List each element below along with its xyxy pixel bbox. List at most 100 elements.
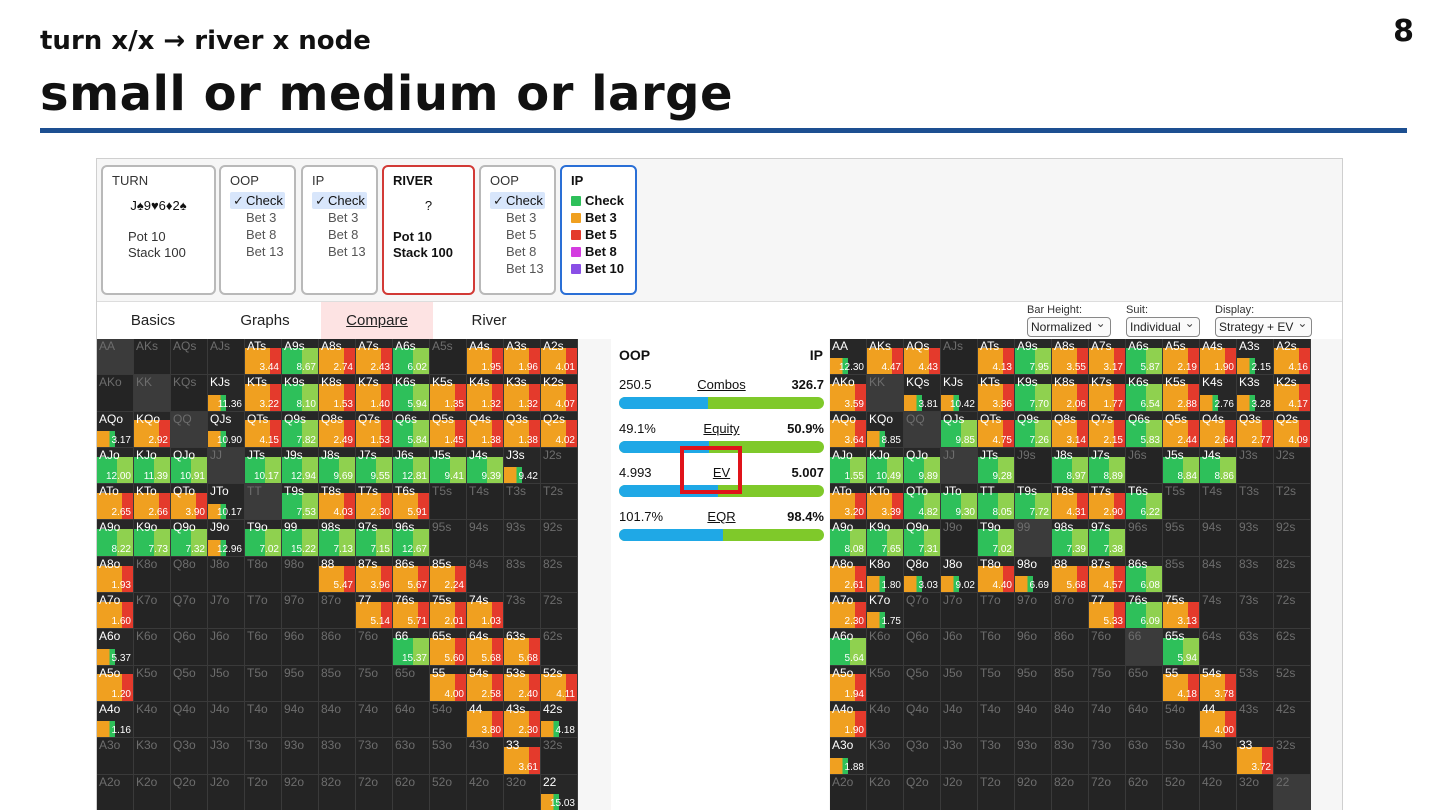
hand-cell-94s[interactable]: 94s (1200, 520, 1237, 557)
hand-cell-JTs[interactable]: JTs 10.17 (245, 447, 282, 485)
hand-cell-K8o[interactable]: K8o (134, 556, 171, 594)
bar-height-select[interactable]: Normalized (1027, 314, 1111, 337)
hand-cell-KJs[interactable]: KJs 10.42 (941, 375, 978, 412)
hand-cell-J6s[interactable]: J6s (1126, 447, 1163, 485)
action-check[interactable]: Check (312, 192, 367, 209)
hand-cell-Q3o[interactable]: Q3o (171, 738, 208, 775)
hand-cell-J5s[interactable]: J5s 9.41 (430, 447, 467, 485)
hand-cell-T4s[interactable]: T4s (467, 484, 504, 521)
hand-cell-86s[interactable]: 86s 6.08 (1126, 556, 1163, 594)
hand-cell-QTo[interactable]: QTo 4.82 (904, 484, 941, 521)
hand-cell-97o[interactable]: 97o (1015, 593, 1052, 630)
hand-cell-A3o[interactable]: A3o (97, 738, 134, 775)
hand-cell-94o[interactable]: 94o (1015, 701, 1052, 739)
hand-cell-J7o[interactable]: J7o (208, 593, 245, 630)
hand-cell-JTo[interactable]: JTo 9.30 (941, 484, 978, 521)
hand-cell-A9o[interactable]: A9o 8.22 (97, 520, 134, 557)
hand-cell-T5s[interactable]: T5s (1163, 484, 1200, 521)
hand-cell-K5o[interactable]: K5o (134, 665, 171, 702)
hand-cell-JTo[interactable]: JTo 10.17 (208, 484, 245, 521)
hand-cell-K8s[interactable]: K8s 2.06 (1052, 375, 1089, 412)
hand-cell-KTs[interactable]: KTs 3.22 (245, 375, 282, 412)
hand-cell-42o[interactable]: 42o (1200, 774, 1237, 810)
hand-cell-43s[interactable]: 43s (1237, 701, 1274, 739)
hand-cell-QTo[interactable]: QTo 3.90 (171, 484, 208, 521)
action-bet-13[interactable]: Bet 13 (246, 244, 284, 259)
hand-cell-92s[interactable]: 92s (1274, 520, 1311, 557)
hand-cell-98s[interactable]: 98s 7.39 (1052, 520, 1089, 557)
hand-cell-ATo[interactable]: ATo 3.20 (830, 484, 867, 521)
hand-cell-T4s[interactable]: T4s (1200, 484, 1237, 521)
hand-cell-63s[interactable]: 63s 5.68 (504, 629, 541, 666)
hand-cell-33[interactable]: 33 3.72 (1237, 738, 1274, 775)
hand-cell-22[interactable]: 22 15.03 (541, 774, 578, 810)
hand-cell-32s[interactable]: 32s (541, 738, 578, 775)
hand-cell-K3s[interactable]: K3s 1.32 (504, 375, 541, 412)
hand-cell-55[interactable]: 55 4.18 (1163, 665, 1200, 702)
hand-cell-93o[interactable]: 93o (282, 738, 319, 775)
hand-cell-82o[interactable]: 82o (319, 774, 356, 810)
hand-cell-72o[interactable]: 72o (1089, 774, 1126, 810)
hand-cell-A5o[interactable]: A5o 1.20 (97, 665, 134, 702)
hand-cell-JJ[interactable]: JJ (208, 447, 245, 485)
action-bet-3[interactable]: Bet 3 (246, 210, 277, 225)
hand-cell-86o[interactable]: 86o (319, 629, 356, 666)
action-check[interactable]: Check (490, 192, 545, 209)
hand-cell-99[interactable]: 99 15.22 (282, 520, 319, 557)
hand-cell-K3o[interactable]: K3o (867, 738, 904, 775)
hand-cell-T7o[interactable]: T7o (978, 593, 1015, 630)
hand-cell-Q4o[interactable]: Q4o (904, 701, 941, 739)
suit-select[interactable]: Individual (1126, 314, 1200, 337)
hand-cell-96s[interactable]: 96s 12.67 (393, 520, 430, 557)
hand-cell-93s[interactable]: 93s (1237, 520, 1274, 557)
hand-cell-85s[interactable]: 85s 2.24 (430, 556, 467, 594)
hand-cell-32o[interactable]: 32o (1237, 774, 1274, 810)
hand-cell-85s[interactable]: 85s (1163, 556, 1200, 594)
hand-cell-K4o[interactable]: K4o (867, 701, 904, 739)
action-bet-8[interactable]: Bet 8 (328, 227, 359, 242)
hand-cell-88[interactable]: 88 5.68 (1052, 556, 1089, 594)
hand-cell-53o[interactable]: 53o (430, 738, 467, 775)
hand-cell-T8s[interactable]: T8s 4.03 (319, 484, 356, 521)
hand-cell-T8o[interactable]: T8o 4.40 (978, 556, 1015, 594)
hand-cell-QJs[interactable]: QJs 9.85 (941, 411, 978, 448)
hand-cell-KQs[interactable]: KQs (171, 375, 208, 412)
hand-cell-K2o[interactable]: K2o (867, 774, 904, 810)
hand-cell-A6s[interactable]: A6s 6.02 (393, 339, 430, 376)
hand-cell-72s[interactable]: 72s (541, 593, 578, 630)
hand-cell-Q7o[interactable]: Q7o (904, 593, 941, 630)
hand-cell-95o[interactable]: 95o (282, 665, 319, 702)
hand-cell-53o[interactable]: 53o (1163, 738, 1200, 775)
hand-cell-T8s[interactable]: T8s 4.31 (1052, 484, 1089, 521)
hand-cell-T7s[interactable]: T7s 2.90 (1089, 484, 1126, 521)
hand-cell-86s[interactable]: 86s 5.67 (393, 556, 430, 594)
hand-cell-J8o[interactable]: J8o (208, 556, 245, 594)
hand-cell-Q5s[interactable]: Q5s 2.44 (1163, 411, 1200, 448)
action-check[interactable]: Check (571, 192, 626, 209)
hand-cell-A7s[interactable]: A7s 2.43 (356, 339, 393, 376)
hand-cell-J8o[interactable]: J8o 9.02 (941, 556, 978, 594)
hand-cell-65o[interactable]: 65o (393, 665, 430, 702)
hand-cell-63o[interactable]: 63o (1126, 738, 1163, 775)
action-bet-8[interactable]: Bet 8 (246, 227, 277, 242)
hand-cell-Q8s[interactable]: Q8s 3.14 (1052, 411, 1089, 448)
hand-cell-66[interactable]: 66 15.37 (393, 629, 430, 666)
hand-cell-87o[interactable]: 87o (319, 593, 356, 630)
hand-cell-T3s[interactable]: T3s (504, 484, 541, 521)
hand-cell-K8s[interactable]: K8s 1.53 (319, 375, 356, 412)
hand-cell-83o[interactable]: 83o (1052, 738, 1089, 775)
hand-cell-J4o[interactable]: J4o (208, 701, 245, 739)
hand-cell-Q2s[interactable]: Q2s 4.09 (1274, 411, 1311, 448)
hand-cell-66[interactable]: 66 (1126, 629, 1163, 666)
hand-cell-A4s[interactable]: A4s 1.90 (1200, 339, 1237, 376)
action-bet-5[interactable]: Bet 5 (506, 227, 537, 242)
hand-cell-KK[interactable]: KK (134, 375, 171, 412)
hand-cell-J9s[interactable]: J9s 12.94 (282, 447, 319, 485)
hand-cell-73o[interactable]: 73o (356, 738, 393, 775)
hand-cell-QJo[interactable]: QJo 10.91 (171, 447, 208, 485)
hand-cell-T2o[interactable]: T2o (245, 774, 282, 810)
hand-cell-76o[interactable]: 76o (1089, 629, 1126, 666)
hand-cell-77[interactable]: 77 5.33 (1089, 593, 1126, 630)
hand-cell-T6s[interactable]: T6s 6.22 (1126, 484, 1163, 521)
hand-cell-J8s[interactable]: J8s 9.69 (319, 447, 356, 485)
